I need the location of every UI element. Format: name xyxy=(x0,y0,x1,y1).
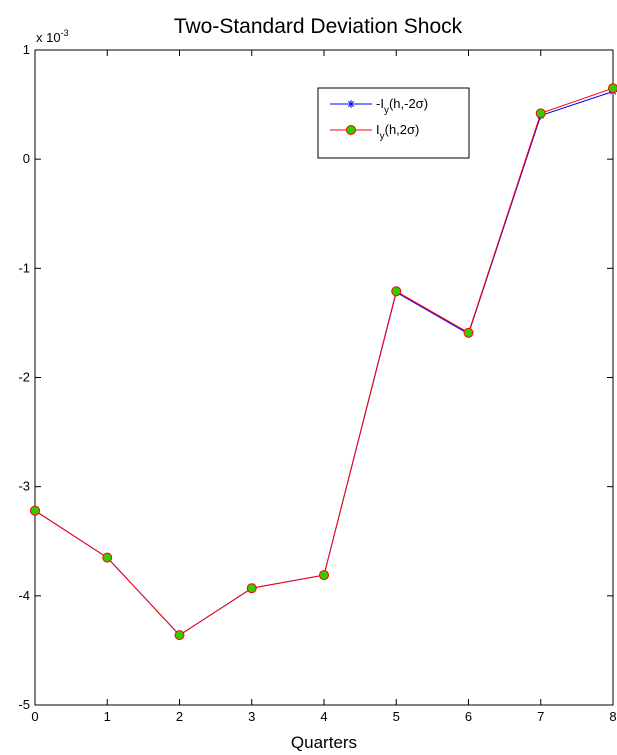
x-tick-label: 3 xyxy=(248,709,255,724)
y-tick-label: -5 xyxy=(18,697,30,712)
x-tick-label: 0 xyxy=(31,709,38,724)
chart-title: Two-Standard Deviation Shock xyxy=(174,15,463,38)
data-point-circle xyxy=(608,83,617,94)
legend: -Iy(h,-2σ) Iy(h,2σ) xyxy=(317,87,470,159)
y-axis: 1 0 -1 -2 -3 -4 -5 xyxy=(18,42,613,712)
y-tick-label: -4 xyxy=(18,588,30,603)
x-axis: 0 1 2 3 4 5 6 7 8 xyxy=(31,50,617,724)
plot-area xyxy=(34,49,614,706)
x-tick-label: 1 xyxy=(104,709,111,724)
legend-marker-circle xyxy=(346,125,356,135)
svg-text:x 10-3: x 10-3 xyxy=(36,28,69,45)
legend-marker-asterisk xyxy=(347,100,355,108)
data-point-circle xyxy=(535,108,546,119)
y-exponent-power: -3 xyxy=(61,28,69,38)
y-exponent-base: x 10 xyxy=(36,30,61,45)
data-point-circle xyxy=(174,630,185,641)
x-tick-label: 2 xyxy=(176,709,183,724)
y-tick-label: 1 xyxy=(23,42,30,57)
x-tick-label: 4 xyxy=(320,709,327,724)
x-tick-label: 7 xyxy=(537,709,544,724)
data-point-circle xyxy=(246,583,257,594)
data-point-circle xyxy=(463,327,474,338)
x-tick-label: 8 xyxy=(609,709,616,724)
x-tick-label: 5 xyxy=(393,709,400,724)
legend-label-2: Iy(h,2σ) xyxy=(376,122,419,142)
x-axis-label: Quarters xyxy=(291,733,357,752)
legend-box xyxy=(317,87,470,159)
data-point-circle xyxy=(391,286,402,297)
data-point-circle xyxy=(319,570,329,581)
legend-label-1: -Iy(h,-2σ) xyxy=(376,96,428,116)
x-tick-label: 6 xyxy=(465,709,472,724)
y-tick-label: -2 xyxy=(18,370,30,385)
y-tick-label: 0 xyxy=(23,151,30,166)
data-point-circle xyxy=(102,552,113,563)
y-tick-label: -1 xyxy=(18,260,30,275)
data-point-circle xyxy=(30,505,40,516)
y-tick-label: -3 xyxy=(18,479,30,494)
series-layer xyxy=(30,83,617,641)
y-exponent-label: x 10-3 xyxy=(36,28,69,45)
